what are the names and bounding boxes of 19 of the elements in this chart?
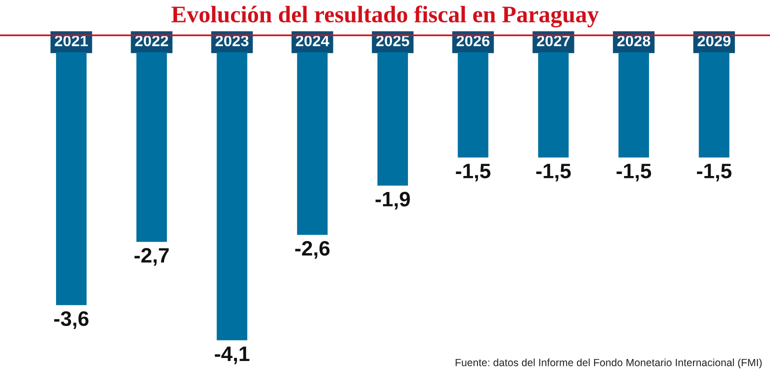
data-label: -1,5 xyxy=(536,164,571,182)
x-tick-label: 2023 xyxy=(216,35,248,46)
data-label: -2,7 xyxy=(134,248,169,266)
data-label: -1,5 xyxy=(616,164,652,182)
x-tick-label: 2021 xyxy=(54,35,88,46)
x-tick-label: 2022 xyxy=(135,35,168,46)
data-label: -2,6 xyxy=(295,240,330,259)
x-tick-label: 2028 xyxy=(617,35,650,46)
data-label: -1,5 xyxy=(696,164,732,182)
chart-title: Evolución del resultado fiscal en Paraguay xyxy=(171,6,599,28)
data-label: -1,5 xyxy=(456,164,490,182)
x-tick-label: 2025 xyxy=(376,35,410,46)
source-note: Fuente: datos del Informe del Fondo Monetario Internacional (FMI) xyxy=(456,358,762,368)
data-label: -4,1 xyxy=(214,346,250,364)
data-label: -1,9 xyxy=(376,192,410,210)
x-tick-label: 2026 xyxy=(456,35,490,46)
data-label: -3,6 xyxy=(54,311,89,330)
x-tick-label: 2029 xyxy=(698,35,731,46)
x-tick-label: 2024 xyxy=(296,35,330,46)
